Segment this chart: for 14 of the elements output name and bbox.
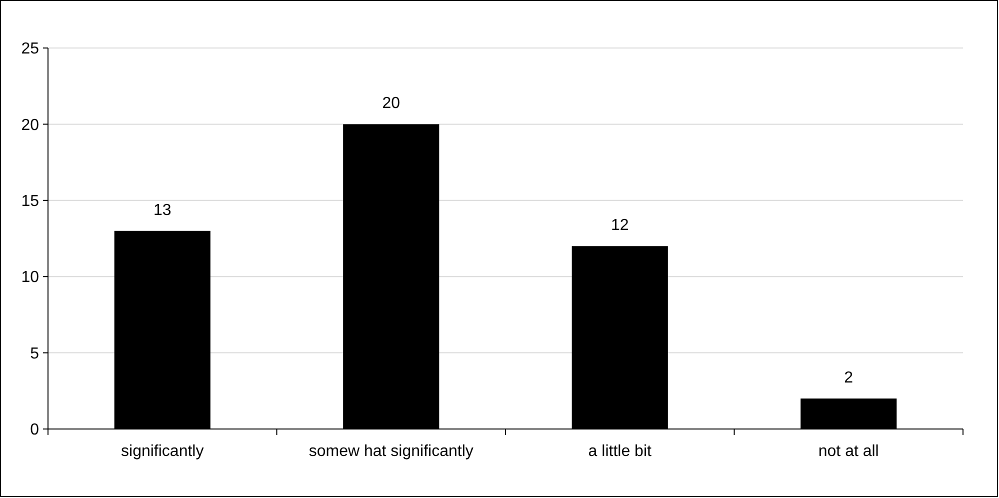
y-tick-label: 25: [21, 40, 40, 58]
data-label: 12: [610, 217, 629, 234]
y-tick-label: 10: [21, 269, 40, 286]
y-tick-label: 15: [21, 193, 40, 210]
data-label: 2: [844, 370, 854, 387]
data-label: 20: [382, 95, 400, 112]
x-tick-label: somew hat significantly: [308, 443, 474, 460]
x-tick-label: not at all: [818, 443, 879, 460]
x-tick-label: a little bit: [588, 443, 652, 460]
data-label: 13: [153, 202, 172, 219]
y-tick-label: 20: [21, 116, 40, 134]
x-tick-label: significantly: [121, 443, 204, 460]
y-tick-label: 5: [30, 345, 40, 362]
y-tick-label: 0: [30, 422, 40, 439]
